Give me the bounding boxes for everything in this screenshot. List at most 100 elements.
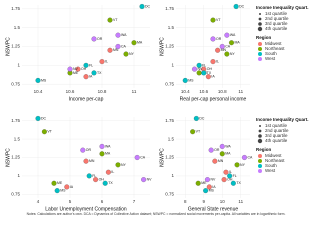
point-label: OR xyxy=(214,148,220,152)
point-label: NY xyxy=(121,163,127,167)
point xyxy=(208,147,214,153)
point xyxy=(192,66,198,72)
point xyxy=(195,180,201,186)
page: Notes: Calculations are author's own. DC… xyxy=(5,4,309,216)
point xyxy=(212,158,218,164)
point-label: CA xyxy=(247,155,253,159)
legend-label: 3rd quartile xyxy=(265,133,288,138)
x-axis-label: Income per-cap xyxy=(69,96,104,102)
point-label: WA xyxy=(121,33,127,37)
legend-label: Midwest xyxy=(265,41,282,46)
point-label: NY xyxy=(129,52,135,56)
note: Notes: Calculations are author's own. DC… xyxy=(27,212,286,216)
point-label: FL xyxy=(92,174,96,178)
point-label: MN xyxy=(89,159,95,163)
point-label: FL xyxy=(89,63,93,67)
y-tick-label: 0.75 xyxy=(165,192,174,197)
point-label: DC xyxy=(41,116,47,120)
point-label: WA xyxy=(230,33,236,37)
point-label: VT xyxy=(216,18,221,22)
x-tick-label: 9 xyxy=(202,199,205,204)
point xyxy=(227,173,233,179)
point xyxy=(102,180,108,186)
point-label: WA xyxy=(225,144,231,148)
y-axis-label: NSWPC xyxy=(5,37,11,56)
point-label: IL xyxy=(111,170,114,174)
point xyxy=(182,77,188,83)
point-label: OR xyxy=(86,148,92,152)
y-axis-label: NSWPC xyxy=(5,148,11,167)
point xyxy=(233,4,239,10)
point-label: NY xyxy=(230,52,236,56)
point xyxy=(80,147,86,153)
point-label: MS xyxy=(209,189,215,193)
y-tick-label: 1.75 xyxy=(11,118,20,123)
point xyxy=(219,43,225,49)
legend-label: 1st quartile xyxy=(265,11,288,16)
point xyxy=(115,162,121,168)
y-tick-label: 1 xyxy=(17,173,20,178)
y-tick-label: 0.75 xyxy=(11,81,20,86)
point xyxy=(83,62,89,68)
legend-symbol xyxy=(258,134,262,138)
point-label: DC xyxy=(145,4,151,8)
legend-label: Midwest xyxy=(265,153,282,158)
y-tick-label: 1 xyxy=(171,173,174,178)
point-label: NV xyxy=(210,178,216,182)
legend-label: West xyxy=(265,56,276,61)
x-tick-label: 10.8 xyxy=(98,89,107,94)
point xyxy=(221,177,227,183)
point xyxy=(83,158,89,164)
point xyxy=(75,66,81,72)
point xyxy=(105,169,111,175)
x-tick-label: 11 xyxy=(132,89,137,94)
point xyxy=(204,177,210,183)
x-tick-label: 10.4 xyxy=(181,89,190,94)
point-label: MN xyxy=(218,159,224,163)
point-label: NV xyxy=(198,67,204,71)
y-tick-label: 1.5 xyxy=(168,25,175,30)
point-label: OR xyxy=(97,37,103,41)
y-tick-label: 1.5 xyxy=(14,136,21,141)
x-tick-label: 11 xyxy=(238,89,243,94)
point xyxy=(219,143,225,149)
point xyxy=(193,115,199,121)
point-label: TX xyxy=(108,181,113,185)
point xyxy=(196,70,202,76)
point xyxy=(210,36,216,42)
point-label: MN xyxy=(113,48,119,52)
x-tick-label: 6 xyxy=(101,199,104,204)
point xyxy=(86,173,92,179)
x-tick-label: 10 xyxy=(220,199,226,204)
point xyxy=(99,59,105,65)
point xyxy=(107,47,113,53)
y-axis-label: NSWPC xyxy=(159,37,165,56)
x-tick-label: 7 xyxy=(133,199,136,204)
legend-label: South xyxy=(265,51,277,56)
y-tick-label: 1.75 xyxy=(165,6,174,11)
legend-symbol xyxy=(258,17,262,21)
point-label: MS xyxy=(188,78,194,82)
legend-symbol xyxy=(258,42,262,46)
point-label: CA xyxy=(121,44,127,48)
point xyxy=(41,129,47,135)
legend-symbol xyxy=(258,57,262,61)
point-label: DC xyxy=(199,116,205,120)
point xyxy=(205,74,211,80)
legend-label: 1st quartile xyxy=(265,123,288,128)
point-label: IL xyxy=(216,60,219,64)
legend-symbol xyxy=(257,26,263,32)
legend-label: 4th quartile xyxy=(265,26,288,31)
legend-title: Income Inequality Quart. xyxy=(256,117,309,122)
point xyxy=(91,70,97,76)
point xyxy=(64,184,70,190)
x-tick-label: 10.6 xyxy=(199,89,208,94)
point xyxy=(134,155,140,161)
legend-title: Region xyxy=(256,35,272,40)
point-label: IL xyxy=(105,60,108,64)
y-tick-label: 1 xyxy=(17,63,20,68)
legend-label: Northeast xyxy=(265,158,285,163)
point-label: IA xyxy=(89,75,93,79)
point-label: DC xyxy=(239,4,245,8)
y-tick-label: 0.75 xyxy=(165,81,174,86)
